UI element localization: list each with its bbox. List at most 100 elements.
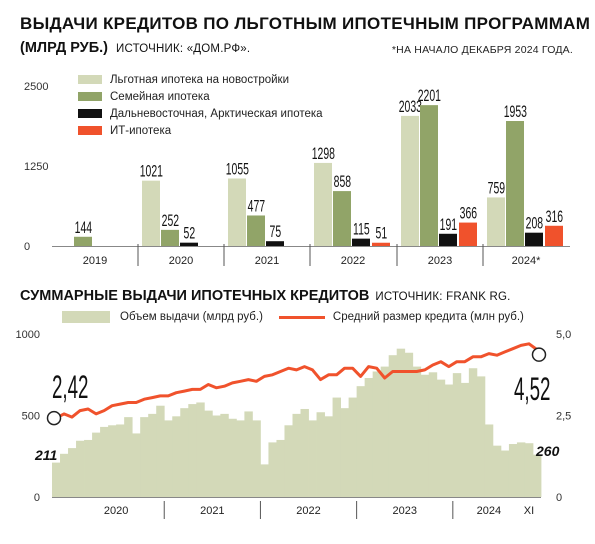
bar [142, 180, 160, 246]
volume-bar [532, 454, 542, 497]
y-left-tick-label: 0 [34, 492, 40, 504]
legend-swatch [78, 92, 102, 101]
volume-bar [76, 440, 85, 497]
volume-bar [188, 404, 197, 497]
volume-bar [516, 442, 526, 497]
x-tick-label: 2021 [255, 255, 279, 267]
end-avg-label: 4,52 [514, 371, 550, 408]
bar [420, 105, 438, 246]
volume-bar [204, 410, 213, 497]
data-label: 2033 [399, 96, 422, 115]
volume-bar [436, 379, 446, 497]
volume-bar [460, 382, 470, 497]
legend-item-it: ИТ-ипотека [78, 122, 323, 139]
x-tick-label: 2023 [392, 505, 416, 517]
legend-item-far-east: Дальневосточная, Арктическая ипотека [78, 105, 323, 122]
data-label: 208 [526, 213, 544, 232]
data-label: 115 [353, 219, 370, 238]
bar [180, 242, 198, 246]
legend-swatch [78, 126, 102, 135]
x-tick-label: 2024* [512, 255, 541, 267]
volume-bar [324, 416, 333, 497]
x-tick-label: 2020 [169, 255, 193, 267]
bar [439, 233, 457, 246]
volume-bar [444, 384, 454, 497]
volume-bar [100, 426, 109, 497]
volume-bar [284, 425, 293, 497]
legend-swatch-volume [62, 311, 110, 323]
data-label: 191 [440, 214, 458, 233]
volume-bar [468, 368, 478, 497]
bar [247, 215, 265, 246]
volume-bar [356, 386, 366, 497]
data-label: 858 [334, 172, 352, 191]
volume-bar [476, 376, 486, 497]
footnote: *НА НАЧАЛО ДЕКАБРЯ 2024 ГОДА. [391, 44, 573, 56]
data-label: 252 [162, 210, 180, 229]
data-label: 316 [546, 206, 564, 225]
data-label: 759 [488, 178, 506, 197]
volume-bar [524, 443, 534, 497]
volume-bar [316, 412, 325, 497]
data-label: 477 [248, 196, 266, 215]
volume-bar [172, 416, 181, 497]
legend-item-family: Семейная ипотека [78, 88, 323, 105]
x-tick-label: 2022 [341, 255, 365, 267]
bar [228, 178, 246, 246]
volume-bar [388, 355, 398, 497]
bar [525, 232, 543, 246]
x-tick-label: 2024 [477, 505, 501, 517]
x-tick-label: 2022 [296, 505, 320, 517]
bar [74, 236, 92, 246]
volume-bar [276, 439, 285, 497]
bar [459, 222, 477, 246]
chart1-subtitle: (МЛРД РУБ.) ИСТОЧНИК: «ДОМ.РФ». [20, 40, 250, 56]
y-tick-label: 2500 [24, 81, 48, 93]
volume-bar [220, 413, 229, 497]
start-avg-label: 2,42 [52, 369, 88, 406]
volume-bar [180, 408, 189, 497]
legend-label-avg: Средний размер кредита (млн руб.) [332, 311, 524, 323]
data-label: 1298 [312, 143, 335, 162]
volume-bar [52, 462, 61, 497]
volume-bar [252, 420, 261, 497]
y-left-tick-label: 1000 [16, 329, 40, 341]
chart2-legend: Объем выдачи (млрд руб.) Средний размер … [62, 311, 524, 323]
y-right-tick-label: 5,0 [556, 329, 571, 341]
legend-label: Семейная ипотека [110, 90, 210, 103]
bar [266, 241, 284, 246]
end-volume-label: 260 [535, 443, 560, 459]
data-label: 75 [270, 222, 282, 241]
volume-bar [268, 442, 277, 497]
volume-bar [140, 417, 149, 497]
volume-bar [260, 464, 269, 497]
volume-bar [300, 408, 309, 497]
volume-bar [380, 366, 390, 497]
start-volume-label: 211 [34, 447, 58, 463]
volume-bar [348, 397, 358, 497]
volume-bar [332, 397, 341, 497]
volume-bar [428, 372, 438, 497]
volume-bar [148, 413, 157, 497]
legend-swatch-avg [278, 315, 325, 319]
volume-bar [132, 433, 141, 497]
x-tick-label: 2023 [428, 255, 452, 267]
volume-bar [484, 424, 494, 497]
volume-bar [404, 352, 414, 497]
y-right-tick-label: 2,5 [556, 411, 571, 423]
chart1-svg: 0 1250 2500 2019 2020 2021 2022 2023 2024* 1021 10… [24, 81, 570, 267]
legend-label-volume: Объем выдачи (млрд руб.) [120, 311, 263, 323]
volume-bar [108, 425, 117, 497]
bar [545, 225, 563, 246]
bar [314, 162, 332, 246]
bar [352, 238, 370, 246]
bar [161, 229, 179, 246]
legend-swatch [78, 109, 102, 118]
x-tick-label: 2019 [83, 255, 107, 267]
data-label: 52 [184, 223, 196, 242]
x-tick-label: XI [524, 505, 534, 517]
data-label: 366 [460, 203, 478, 222]
volume-bar [372, 371, 382, 497]
x-tick-label: 2020 [104, 505, 128, 517]
